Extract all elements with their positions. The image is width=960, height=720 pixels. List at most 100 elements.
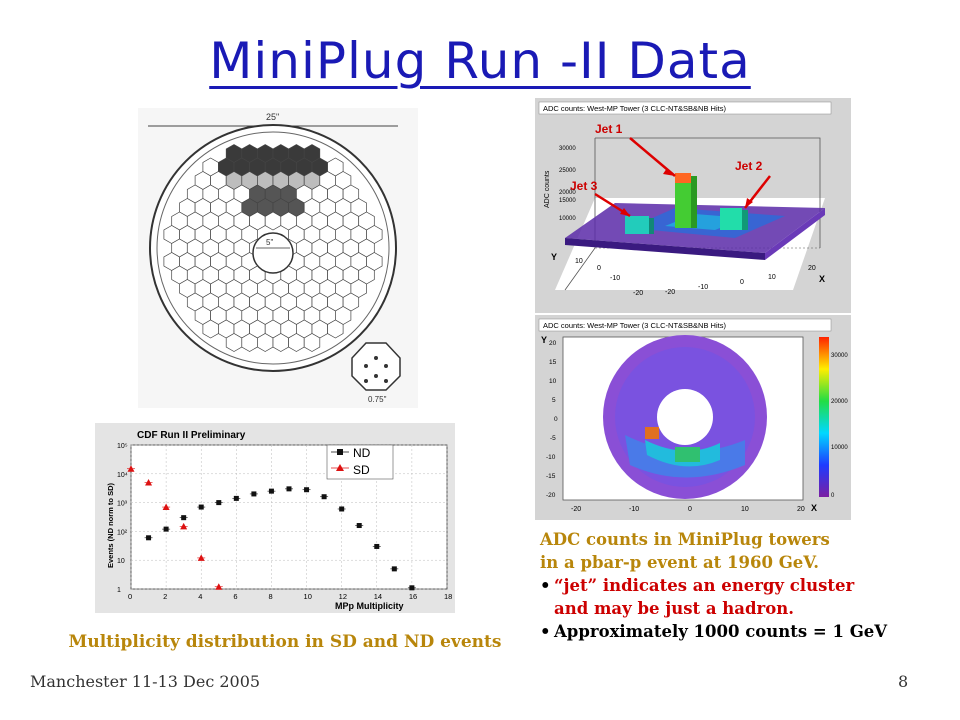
- sd-point: [215, 583, 223, 590]
- nd-point: [356, 523, 362, 529]
- chart-ylabel: Events (ND norm to SD): [106, 482, 115, 568]
- page-number: 8: [898, 672, 909, 691]
- colz-y-tick: 5: [552, 397, 556, 404]
- sd-point: [180, 522, 188, 530]
- sd-point: [197, 554, 205, 561]
- nd-point: [409, 585, 415, 591]
- colz-x-tick: 20: [797, 506, 805, 513]
- right-caption-line1: ADC counts in MiniPlug towers: [540, 530, 830, 549]
- nd-point: [391, 566, 397, 572]
- jet3-label: Jet 3: [570, 179, 598, 193]
- bullet-item-jet: • “jet” indicates an energy cluster: [540, 574, 950, 597]
- lego-y-tick: 0: [597, 265, 601, 272]
- x-tick-label: 10: [304, 592, 312, 601]
- lego-z-tick: 25000: [559, 168, 576, 174]
- nd-point: [339, 506, 345, 512]
- nd-point: [304, 487, 310, 493]
- nd-point: [251, 491, 257, 497]
- colz-y-tick: 20: [549, 340, 557, 347]
- sd-point: [127, 465, 135, 472]
- colz-plot: ADC counts: West-MP Tower (3 CLC-NT&SB&N…: [535, 315, 851, 520]
- colz-y-tick: -15: [546, 473, 556, 480]
- footer-event: Manchester 11-13 Dec 2005: [30, 672, 261, 691]
- palette-tick: 10000: [831, 445, 848, 451]
- colz-y-tick: 10: [549, 378, 557, 385]
- lego-x-tick: -10: [698, 284, 708, 291]
- legend-marker-sd: [336, 464, 344, 471]
- nd-point: [216, 500, 222, 506]
- nd-point: [268, 488, 274, 494]
- hex-tower-grid: [163, 144, 383, 352]
- bullet2-text: Approximately 1000 counts = 1 GeV: [554, 622, 888, 641]
- lego-x-label: X: [819, 274, 825, 284]
- color-palette: [819, 337, 829, 497]
- colz-x-tick: -20: [571, 506, 581, 513]
- lego-x-tick: 10: [768, 274, 776, 281]
- lego-y-tick: -10: [610, 275, 620, 282]
- chart-xlabel: MPp Multiplicity: [335, 601, 404, 611]
- jet2-label: Jet 2: [735, 159, 763, 173]
- jet1-tower: [675, 173, 691, 228]
- legend-label-sd: SD: [353, 463, 370, 477]
- y-tick-label: 10²: [117, 529, 128, 536]
- y-tick-label: 10³: [117, 501, 128, 508]
- x-tick-label: 16: [409, 592, 417, 601]
- palette-tick: 0: [831, 493, 835, 499]
- x-tick-label: 14: [374, 592, 382, 601]
- colz-y-tick: -20: [546, 492, 556, 499]
- x-tick-label: 0: [128, 592, 132, 601]
- hex-tower: [303, 333, 321, 352]
- bullet-glyph: •: [540, 576, 551, 595]
- nd-point: [233, 495, 239, 501]
- lego-y-label: Y: [551, 252, 557, 262]
- lego-z-tick: 30000: [559, 146, 576, 152]
- bullet1-text-a: “jet” indicates an energy cluster: [554, 576, 855, 595]
- legend-label-nd: ND: [353, 446, 371, 460]
- outer-dim-label: 25": [266, 112, 279, 122]
- right-caption-line2: in a pbar-p event at 1960 GeV.: [540, 553, 819, 572]
- nd-point: [321, 494, 327, 500]
- lego-z-tick: 15000: [559, 198, 576, 204]
- lego-plot: ADC counts: West-MP Tower (3 CLC-NT&SB&N…: [535, 98, 851, 313]
- lego-x-tick: -20: [665, 289, 675, 296]
- x-tick-label: 12: [339, 592, 347, 601]
- jet1-label: Jet 1: [595, 122, 623, 136]
- colz-y-tick: -10: [546, 454, 556, 461]
- lego-y-tick: 10: [575, 258, 583, 265]
- hex-tower: [327, 319, 344, 339]
- lego-z-label: ADC counts: [544, 170, 551, 208]
- chart-legend: ND SD: [326, 444, 394, 480]
- y-tick-label: 10: [117, 558, 125, 565]
- lego-y-tick: -20: [633, 290, 643, 297]
- colz-y-tick: -5: [550, 435, 556, 442]
- bullet-item-jet-cont: and may be just a hadron.: [540, 597, 950, 620]
- colz-x-tick: 10: [741, 506, 749, 513]
- colz-title: ADC counts: West-MP Tower (3 CLC-NT&SB&N…: [543, 321, 726, 330]
- nd-point: [198, 504, 204, 510]
- bullet-glyph: •: [540, 622, 551, 641]
- colz-y-label: Y: [541, 335, 547, 345]
- nd-point: [146, 535, 152, 541]
- colz-x-tick: 0: [688, 506, 692, 513]
- nd-point: [181, 515, 187, 521]
- multiplicity-chart: CDF Run II Preliminary Events (ND norm t…: [95, 423, 455, 613]
- lego-z-tick: 10000: [559, 216, 576, 222]
- lego-x-tick: 20: [808, 265, 816, 272]
- nd-point: [374, 543, 380, 549]
- lego-x-tick: 0: [740, 279, 744, 286]
- lego-title: ADC counts: West-MP Tower (3 CLC-NT&SB&N…: [543, 104, 726, 113]
- x-tick-label: 6: [233, 592, 237, 601]
- y-tick-label: 10⁴: [117, 472, 128, 479]
- chart-title: CDF Run II Preliminary: [137, 430, 246, 441]
- y-tick-label: 10⁵: [117, 443, 128, 450]
- miniplug-diagram: 25" 5" 0.75": [138, 108, 418, 408]
- colz-y-tick: 15: [549, 359, 557, 366]
- hex-detail: [351, 342, 401, 391]
- lego-z-tick: 20000: [559, 190, 576, 196]
- nd-point: [163, 526, 169, 532]
- detail-dim-label: 0.75": [368, 395, 387, 404]
- x-tick-label: 2: [163, 592, 167, 601]
- jet3-tower: [625, 216, 649, 234]
- x-tick-label: 18: [444, 592, 452, 601]
- grid-lines: [130, 444, 448, 590]
